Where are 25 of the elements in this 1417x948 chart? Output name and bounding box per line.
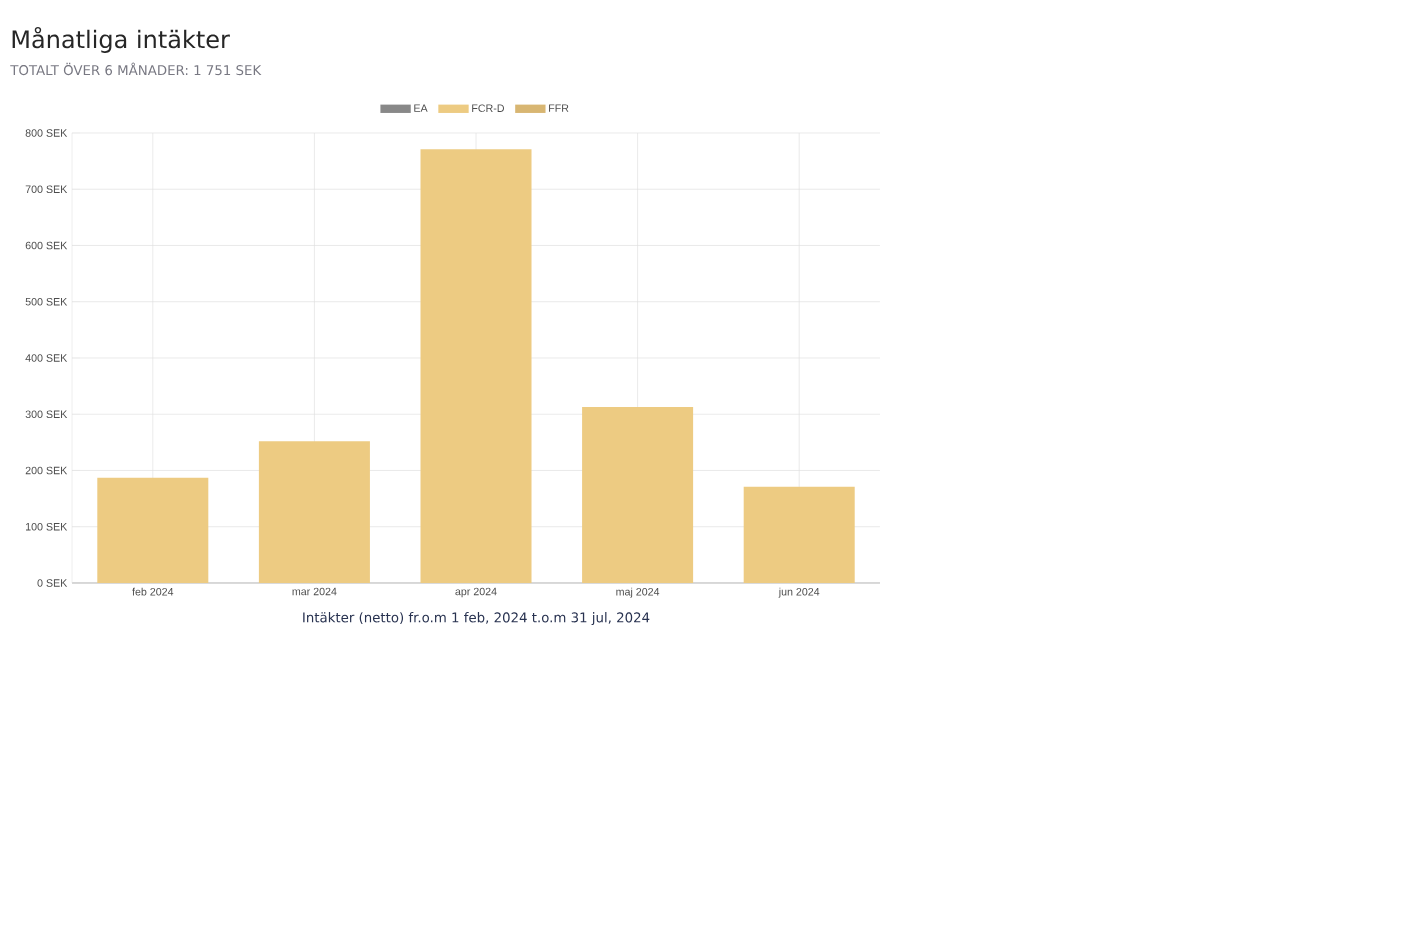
legend-label: FCR-D [472, 104, 504, 112]
y-tick-label: 300 SEK [25, 410, 68, 419]
x-tick-label: mar 2024 [292, 587, 337, 596]
y-tick-label: 600 SEK [25, 241, 68, 250]
bar [258, 441, 370, 583]
chart-subtitle: TOTALT ÖVER 6 MÅNADER: 1 751 SEK [10, 62, 262, 76]
y-tick-label: 800 SEK [25, 129, 68, 137]
x-tick-label: maj 2024 [616, 587, 660, 598]
y-tick-label: 100 SEK [26, 522, 68, 531]
chart-title: Månatliga intäkter [12, 26, 230, 53]
x-axis-title: Intäkter (netto) fr.o.m 1 feb, 2024 t.o.m 31 jul, 2024 [303, 612, 650, 626]
bar [582, 406, 694, 583]
x-tick-label: apr 2024 [455, 587, 497, 598]
y-tick-label: 200 SEK [25, 466, 68, 475]
legend-label: FFR [549, 104, 569, 112]
y-tick-label: 500 SEK [25, 297, 68, 306]
bar [97, 477, 209, 583]
bar [743, 486, 855, 583]
legend-label: EA [414, 104, 428, 112]
y-tick-label: 0 SEK [37, 579, 68, 587]
bar [420, 149, 532, 583]
y-tick-label: 400 SEK [25, 354, 68, 362]
x-tick-label: jun 2024 [778, 587, 820, 598]
x-tick-label: feb 2024 [132, 587, 174, 596]
y-tick-label: 700 SEK [25, 185, 68, 194]
